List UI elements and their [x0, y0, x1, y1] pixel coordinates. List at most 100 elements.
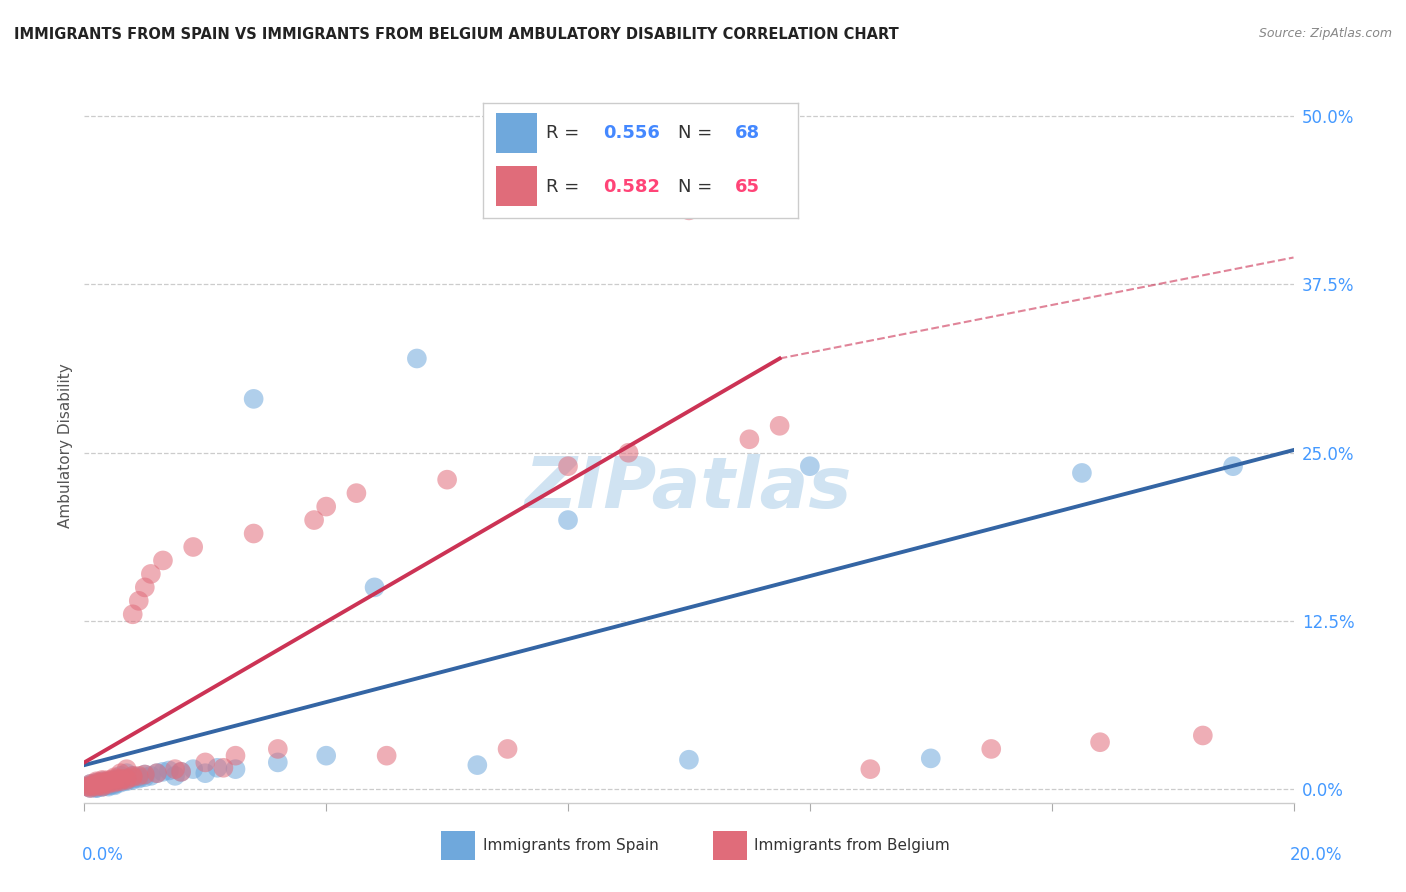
Point — [86, 780, 108, 795]
Point — [1192, 729, 1215, 743]
Point — [104, 777, 127, 791]
Point — [91, 777, 114, 791]
Point — [104, 775, 127, 789]
Point — [110, 775, 132, 789]
Point — [104, 774, 127, 789]
Point — [1088, 735, 1111, 749]
Point — [97, 775, 120, 789]
Point — [1071, 466, 1094, 480]
Point — [920, 751, 942, 765]
Point — [194, 766, 217, 780]
Point — [97, 777, 120, 791]
Point — [91, 778, 114, 792]
Point — [363, 580, 385, 594]
Text: 20.0%: 20.0% — [1289, 846, 1341, 863]
Point — [242, 392, 264, 406]
Point — [678, 753, 700, 767]
Point — [799, 459, 821, 474]
Point — [134, 770, 156, 784]
Point — [86, 774, 108, 789]
Point — [134, 767, 156, 781]
Point — [97, 778, 120, 792]
Point — [375, 748, 398, 763]
Point — [315, 500, 337, 514]
Point — [406, 351, 429, 366]
Point — [91, 774, 114, 789]
Point — [146, 766, 169, 780]
Point — [1222, 459, 1244, 474]
Point — [110, 774, 132, 789]
Point — [97, 777, 120, 791]
Point — [121, 769, 143, 783]
Point — [181, 762, 204, 776]
Point — [165, 769, 187, 783]
Point — [104, 774, 127, 789]
Point — [79, 780, 101, 794]
Point — [121, 772, 143, 786]
Point — [980, 742, 1002, 756]
Text: Source: ZipAtlas.com: Source: ZipAtlas.com — [1258, 27, 1392, 40]
Text: IMMIGRANTS FROM SPAIN VS IMMIGRANTS FROM BELGIUM AMBULATORY DISABILITY CORRELATI: IMMIGRANTS FROM SPAIN VS IMMIGRANTS FROM… — [14, 27, 898, 42]
Point — [91, 778, 114, 792]
Point — [79, 780, 101, 794]
Point — [170, 764, 193, 779]
Point — [82, 778, 104, 792]
Point — [678, 203, 700, 218]
Point — [346, 486, 368, 500]
Point — [86, 775, 108, 789]
Point — [115, 762, 138, 776]
Text: 0.0%: 0.0% — [82, 846, 124, 863]
Point — [128, 772, 150, 786]
Point — [104, 770, 127, 784]
Point — [165, 762, 187, 776]
Point — [110, 772, 132, 787]
Point — [225, 762, 247, 776]
Point — [110, 774, 132, 789]
Point — [97, 772, 120, 787]
Point — [86, 780, 108, 795]
Point — [79, 777, 101, 791]
Point — [86, 778, 108, 792]
Point — [91, 777, 114, 791]
Point — [146, 766, 169, 780]
Point — [128, 769, 150, 783]
Point — [79, 778, 101, 792]
Point — [79, 780, 101, 795]
Point — [121, 770, 143, 784]
Point — [104, 772, 127, 787]
Point — [79, 780, 101, 795]
Point — [121, 607, 143, 622]
Point — [104, 778, 127, 792]
Point — [97, 774, 120, 789]
Point — [121, 769, 143, 783]
Point — [170, 764, 193, 779]
Point — [496, 742, 519, 756]
Point — [152, 764, 174, 779]
Bar — [441, 831, 475, 860]
Point — [104, 777, 127, 791]
Point — [97, 774, 120, 789]
Point — [128, 594, 150, 608]
Point — [110, 772, 132, 786]
Point — [242, 526, 264, 541]
Point — [86, 780, 108, 794]
Point — [769, 418, 792, 433]
Text: Immigrants from Belgium: Immigrants from Belgium — [754, 838, 950, 853]
Point — [267, 742, 290, 756]
Point — [267, 756, 290, 770]
Point — [110, 772, 132, 787]
Point — [91, 780, 114, 794]
Point — [212, 761, 235, 775]
Point — [91, 780, 114, 794]
Point — [134, 580, 156, 594]
Point — [97, 780, 120, 794]
Point — [115, 774, 138, 789]
Point — [91, 778, 114, 792]
Point — [315, 748, 337, 763]
Point — [110, 769, 132, 783]
Point — [557, 459, 579, 474]
Point — [436, 473, 458, 487]
Point — [76, 780, 98, 794]
Point — [194, 756, 217, 770]
Point — [110, 766, 132, 780]
